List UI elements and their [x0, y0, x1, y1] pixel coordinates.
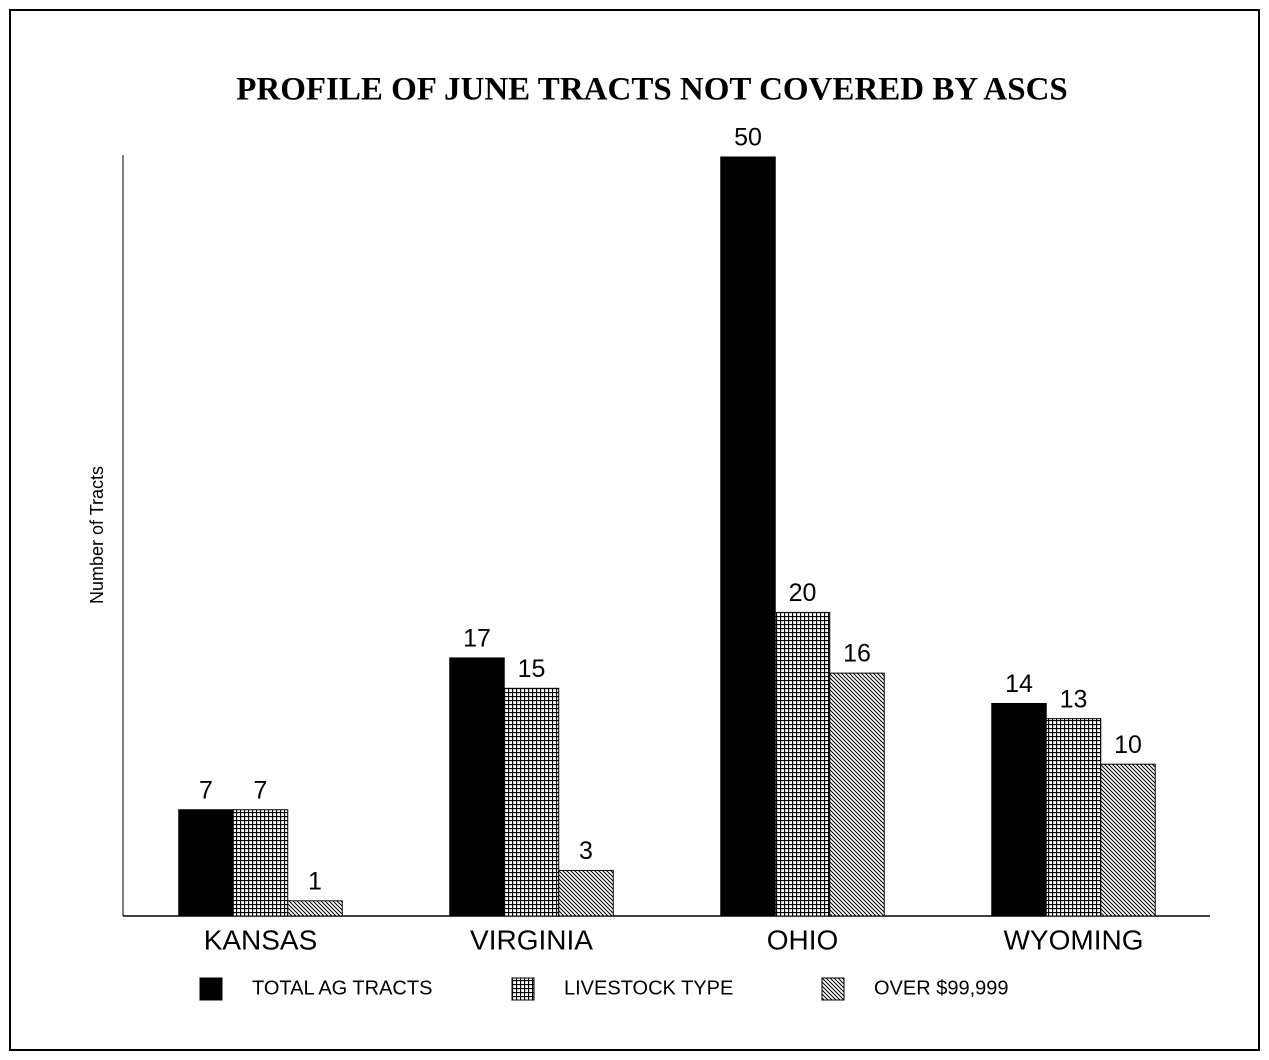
value-label: 50: [734, 124, 762, 152]
value-label: 1: [308, 867, 322, 895]
bar: [178, 809, 234, 917]
chart-title: PROFILE OF JUNE TRACTS NOT COVERED BY AS…: [236, 72, 1068, 108]
value-label: 14: [1005, 670, 1033, 698]
legend-label: OVER $99,999: [874, 977, 1009, 999]
value-label: 20: [789, 579, 817, 607]
bar: [720, 156, 776, 917]
x-tick-label: OHIO: [767, 924, 839, 955]
value-label: 17: [463, 625, 491, 653]
bar: [774, 611, 831, 917]
y-axis-label: Number of Tracts: [87, 466, 107, 604]
value-label: 15: [518, 655, 546, 683]
bar: [991, 702, 1047, 917]
x-tick-label: WYOMING: [1004, 924, 1144, 955]
value-label: 7: [199, 776, 213, 804]
bar: [829, 672, 885, 917]
x-tick-label: KANSAS: [204, 924, 318, 955]
legend-swatch: [511, 977, 535, 1001]
legend-label: TOTAL AG TRACTS: [252, 977, 432, 999]
bar: [503, 687, 560, 917]
bar: [232, 809, 289, 917]
frame: [9, 9, 1260, 1051]
value-label: 16: [843, 640, 871, 668]
legend-label: LIVESTOCK TYPE: [564, 977, 733, 999]
x-tick-label: VIRGINIA: [470, 924, 593, 955]
value-label: 3: [579, 837, 593, 865]
value-label: 7: [254, 776, 268, 804]
legend-swatch: [199, 977, 223, 1001]
bar: [1045, 718, 1102, 917]
bar: [558, 869, 614, 917]
bar: [287, 900, 343, 917]
value-label: 10: [1114, 731, 1142, 759]
bar: [1100, 763, 1156, 917]
bar: [449, 657, 505, 917]
legend-swatch: [821, 977, 845, 1001]
value-label: 13: [1060, 685, 1088, 713]
